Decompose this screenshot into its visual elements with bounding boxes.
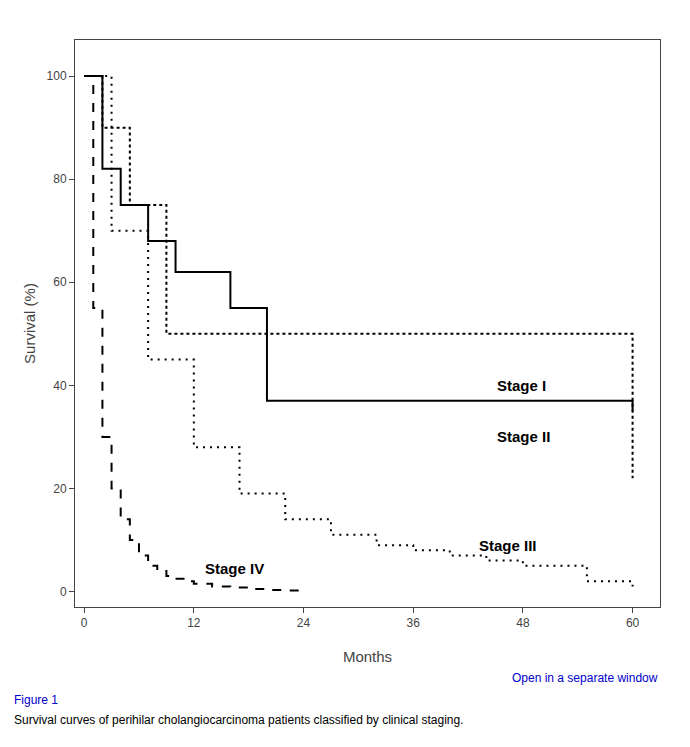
svg-text:Figure 1: Figure 1 <box>14 693 58 707</box>
svg-text:36: 36 <box>407 616 421 630</box>
svg-text:60: 60 <box>53 275 67 289</box>
svg-text:Survival (%): Survival (%) <box>21 283 38 364</box>
svg-text:60: 60 <box>626 616 640 630</box>
svg-text:24: 24 <box>297 616 311 630</box>
svg-text:40: 40 <box>53 379 67 393</box>
svg-text:0: 0 <box>60 585 67 599</box>
svg-text:Stage I: Stage I <box>497 377 546 394</box>
svg-text:Stage II: Stage II <box>497 428 550 445</box>
svg-text:Months: Months <box>343 648 392 665</box>
svg-text:Open in a separate window: Open in a separate window <box>512 671 658 685</box>
svg-text:20: 20 <box>53 482 67 496</box>
svg-text:Survival curves of perihilar c: Survival curves of perihilar cholangioca… <box>14 713 464 727</box>
svg-text:0: 0 <box>81 616 88 630</box>
svg-text:Stage III: Stage III <box>479 537 537 554</box>
svg-text:Stage IV: Stage IV <box>205 560 264 577</box>
svg-text:48: 48 <box>516 616 530 630</box>
svg-text:80: 80 <box>53 172 67 186</box>
svg-text:12: 12 <box>187 616 201 630</box>
svg-text:100: 100 <box>47 69 67 83</box>
